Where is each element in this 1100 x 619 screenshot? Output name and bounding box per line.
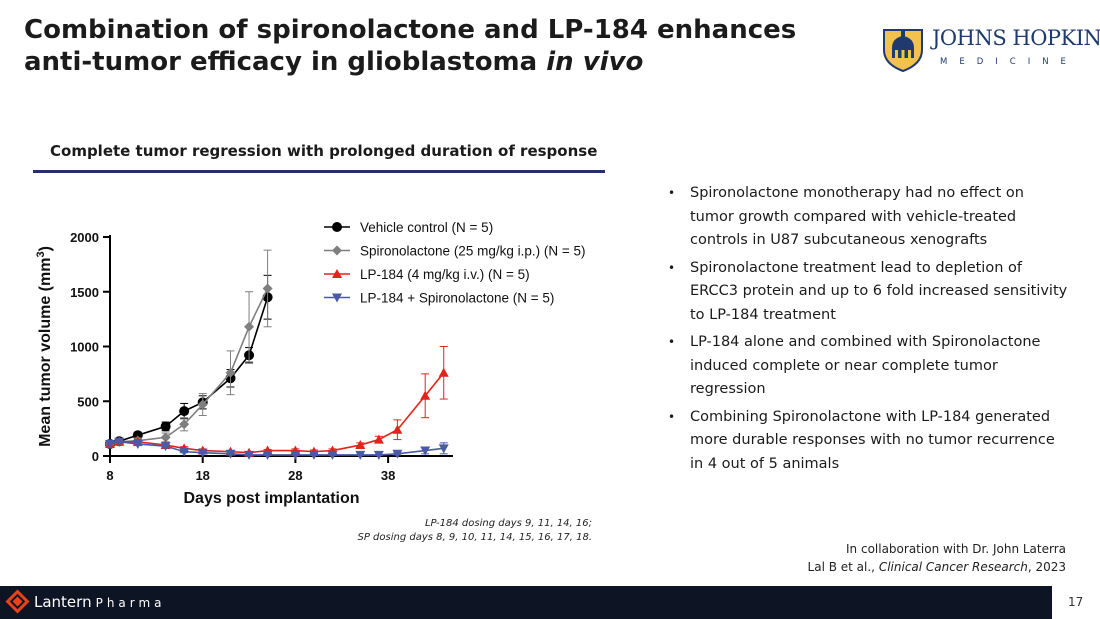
finding-item: • Spironolactone treatment lead to deplet… xyxy=(668,257,1068,328)
data-point xyxy=(392,424,403,434)
title-line-2-italic: in vivo xyxy=(546,47,644,77)
citation-line: Lal B et al., Clinical Cancer Research, … xyxy=(808,558,1066,576)
data-point xyxy=(244,450,255,460)
legend-label: Spironolactone (25 mg/kg i.p.) (N = 5) xyxy=(360,244,585,259)
data-point xyxy=(373,434,384,444)
footer-bar: Lantern Pharma xyxy=(0,586,1052,619)
x-axis-label: Days post implantation xyxy=(183,490,359,507)
data-point xyxy=(179,406,190,417)
y-tick-label: 1500 xyxy=(70,285,99,300)
y-tick-label: 500 xyxy=(77,394,99,409)
y-tick-label: 2000 xyxy=(70,230,99,245)
data-point xyxy=(179,447,190,457)
series-line xyxy=(109,372,445,454)
lantern-pharma-logo: Lantern Pharma xyxy=(34,593,166,611)
brand-suffix: Pharma xyxy=(95,596,166,610)
data-point xyxy=(262,283,273,294)
x-tick-label: 38 xyxy=(381,468,395,483)
dosing-note: LP-184 dosing days 9, 11, 14, 16; SP dos… xyxy=(358,517,593,545)
data-point xyxy=(225,367,236,378)
data-point xyxy=(373,450,384,460)
data-point xyxy=(105,439,115,449)
tumor-volume-chart: 0 500 1000 1500 2000 8 18 28 38 Days post implant… xyxy=(35,220,585,507)
finding-text: Spironolactone treatment lead to depleti… xyxy=(690,259,1068,323)
series-line xyxy=(109,288,269,445)
bullet-symbol: • xyxy=(668,186,676,200)
data-point xyxy=(132,439,143,449)
data-point xyxy=(308,450,319,460)
legend-marker xyxy=(332,222,342,232)
data-point xyxy=(262,450,273,460)
data-point xyxy=(160,442,171,452)
finding-item: • Combining Spironolactone with LP-184 ge… xyxy=(668,406,1068,477)
finding-text: LP-184 alone and combined with Spironola… xyxy=(690,334,1041,397)
johns-hopkins-logo: JOHNS HOPKINS MEDICINE xyxy=(880,24,1100,74)
legend-label: Vehicle control (N = 5) xyxy=(360,220,493,235)
data-point xyxy=(355,440,366,450)
finding-text: Spironolactone monotherapy had no effect… xyxy=(690,185,1024,248)
finding-item: • Spironolactone monotherapy had no effec… xyxy=(668,182,1068,253)
bullet-symbol: • xyxy=(668,335,676,349)
chart-section-heading: Complete tumor regression with prolonged… xyxy=(50,142,598,160)
data-point xyxy=(438,444,449,454)
data-point xyxy=(420,390,431,400)
x-tick-label: 18 xyxy=(195,468,209,483)
title-line-2: anti-tumor efficacy in glioblastoma in v… xyxy=(24,46,824,78)
bullet-symbol: • xyxy=(668,260,676,275)
data-point xyxy=(290,450,301,460)
title-line-1: Combination of spironolactone and LP-184… xyxy=(24,15,797,45)
bullet-symbol: • xyxy=(668,409,676,424)
legend-marker xyxy=(332,245,342,256)
title-line-2-plain: anti-tumor efficacy in glioblastoma xyxy=(24,47,547,77)
data-point xyxy=(197,399,208,410)
data-point xyxy=(392,449,403,459)
citation-journal: Clinical Cancer Research xyxy=(878,560,1028,574)
page-number: 17 xyxy=(1068,595,1084,609)
brand-name: Lantern xyxy=(34,593,92,611)
data-point xyxy=(114,437,125,447)
logo-subtitle: MEDICINE xyxy=(940,57,1078,67)
y-tick-label: 1000 xyxy=(70,340,99,355)
dosing-note-line-2: SP dosing days 8, 9, 10, 11, 14, 15, 16,… xyxy=(357,532,593,543)
series-line xyxy=(109,296,269,445)
x-tick-label: 8 xyxy=(106,468,113,483)
y-axis-label: Mean tumor volume (mm3) xyxy=(35,246,54,447)
y-tick-label: 0 xyxy=(92,449,99,464)
data-point xyxy=(438,367,449,377)
findings-list: • Spironolactone monotherapy had no effec… xyxy=(668,182,1068,480)
legend-marker xyxy=(332,269,342,278)
slide-title: Combination of spironolactone and LP-184… xyxy=(24,14,824,78)
collaboration-line: In collaboration with Dr. John Laterra xyxy=(846,542,1066,556)
dome-shield-icon xyxy=(883,29,923,72)
finding-text: Combining Spironolactone with LP-184 gen… xyxy=(690,408,1055,472)
collaboration-credit: In collaboration with Dr. John Laterra L… xyxy=(808,540,1066,576)
data-point xyxy=(244,321,255,332)
data-point xyxy=(420,446,431,456)
x-tick-label: 28 xyxy=(288,468,302,483)
finding-item: • LP-184 alone and combined with Spironol… xyxy=(668,331,1068,402)
legend-label: LP-184 (4 mg/kg i.v.) (N = 5) xyxy=(360,267,530,282)
legend-label: LP-184 + Spironolactone (N = 5) xyxy=(360,291,554,306)
data-point xyxy=(327,450,338,460)
legend-marker xyxy=(332,293,342,303)
data-point xyxy=(160,421,171,432)
data-point xyxy=(355,450,366,460)
logo-name: JOHNS HOPKINS xyxy=(932,26,1100,50)
citation-year: , 2023 xyxy=(1027,560,1066,574)
citation-authors: Lal B et al., xyxy=(807,560,879,574)
dosing-note-line-1: LP-184 dosing days 9, 11, 14, 16; xyxy=(424,518,592,529)
data-point xyxy=(225,449,236,459)
heading-underline xyxy=(33,170,605,173)
data-point xyxy=(197,448,208,458)
data-point xyxy=(179,419,190,430)
data-point xyxy=(160,432,171,443)
